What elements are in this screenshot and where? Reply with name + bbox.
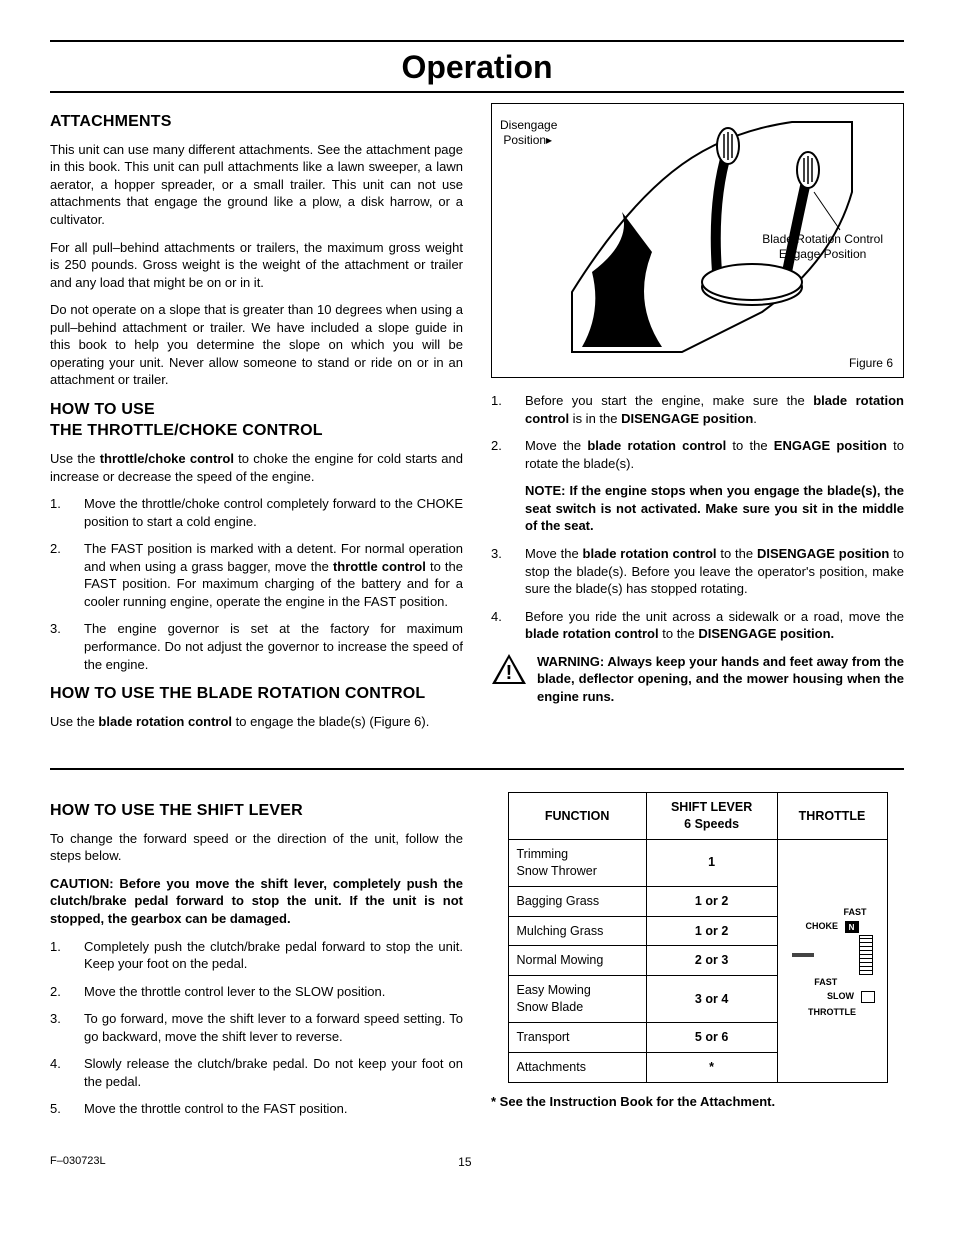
svg-text:!: ! [506, 662, 513, 684]
shift-steps: 1.Completely push the clutch/brake pedal… [50, 938, 463, 1118]
blade-step-3: 3.Move the blade rotation control to the… [491, 545, 904, 598]
th-shiftlever: SHIFT LEVER6 Speeds [646, 793, 777, 840]
throttle-steps: 1.Move the throttle/choke control comple… [50, 495, 463, 673]
cell-shiftlever: 5 or 6 [646, 1023, 777, 1053]
throttle-step: 1.Move the throttle/choke control comple… [50, 495, 463, 530]
cell-function: Easy MowingSnow Blade [508, 976, 646, 1023]
cell-shiftlever: 3 or 4 [646, 976, 777, 1023]
cell-shiftlever: * [646, 1052, 777, 1082]
lower-columns: HOW TO USE THE SHIFT LEVER To change the… [50, 792, 904, 1128]
th-throttle: THROTTLE [777, 793, 887, 840]
cell-function: Mulching Grass [508, 916, 646, 946]
shift-table: FUNCTION SHIFT LEVER6 Speeds THROTTLE Tr… [508, 792, 888, 1083]
title-rule-bottom [50, 91, 904, 93]
cell-function: Transport [508, 1023, 646, 1053]
shift-caution: CAUTION: Before you move the shift lever… [50, 875, 463, 928]
cell-function: Normal Mowing [508, 946, 646, 976]
blade-step-1: 1.Before you start the engine, make sure… [491, 392, 904, 427]
bs1-post: . [753, 411, 757, 426]
blade-heading: HOW TO USE THE BLADE ROTATION CONTROL [50, 683, 463, 705]
right-column: Disengage Position▸ [491, 103, 904, 740]
blade-intro-post: to engage the blade(s) (Figure 6). [232, 714, 429, 729]
cell-throttle: FAST CHOKE N FAST SLOW THROTTLE [777, 839, 887, 1082]
table-footnote: * See the Instruction Book for the Attac… [491, 1093, 904, 1111]
throttle-intro-pre: Use the [50, 451, 100, 466]
bs3-b2: DISENGAGE position [757, 546, 889, 561]
blade-steps: 1.Before you start the engine, make sure… [491, 392, 904, 472]
bs1-pre: Before you start the engine, make sure t… [525, 393, 813, 408]
figure-6-box: Disengage Position▸ [491, 103, 904, 378]
shift-heading: HOW TO USE THE SHIFT LEVER [50, 800, 463, 822]
cell-shiftlever: 1 or 2 [646, 886, 777, 916]
shift-step: 2.Move the throttle control lever to the… [50, 983, 463, 1001]
bs1-mid: is in the [569, 411, 621, 426]
bs3-mid: to the [717, 546, 757, 561]
throttle-heading-l2: THE THROTTLE/CHOKE CONTROL [50, 422, 323, 439]
cell-function: Attachments [508, 1052, 646, 1082]
throttle-step: 2.The FAST position is marked with a det… [50, 540, 463, 610]
bs2-b2: ENGAGE position [774, 438, 887, 453]
bs4-mid: to the [659, 626, 699, 641]
blade-steps-cont: 3.Move the blade rotation control to the… [491, 545, 904, 643]
cell-shiftlever: 2 or 3 [646, 946, 777, 976]
bs4-pre: Before you ride the unit across a sidewa… [525, 609, 904, 624]
attachments-heading: ATTACHMENTS [50, 111, 463, 133]
blade-intro: Use the blade rotation control to engage… [50, 713, 463, 731]
figure-caption: Figure 6 [849, 355, 893, 371]
throttle-step: 3.The engine governor is set at the fact… [50, 620, 463, 673]
footer-code: F–030723L [50, 1154, 106, 1170]
left-column: ATTACHMENTS This unit can use many diffe… [50, 103, 463, 740]
page-footer: F–030723L 15 [50, 1154, 904, 1170]
figure-engage-l1: Blade Rotation Control [762, 232, 883, 246]
figure-disengage-label: Disengage Position▸ [500, 118, 557, 147]
blade-step-4: 4.Before you ride the unit across a side… [491, 608, 904, 643]
bs2-b1: blade rotation control [587, 438, 726, 453]
section-divider [50, 768, 904, 770]
attachments-p2: For all pull–behind attachments or trail… [50, 239, 463, 292]
shift-step: 5.Move the throttle control to the FAST … [50, 1100, 463, 1118]
shift-intro: To change the forward speed or the direc… [50, 830, 463, 865]
bs3-b1: blade rotation control [583, 546, 717, 561]
blade-note: NOTE: If the engine stops when you engag… [525, 482, 904, 535]
shift-step: 3.To go forward, move the shift lever to… [50, 1010, 463, 1045]
figure-engage-l2: Engage Position [779, 247, 866, 261]
bs2-pre: Move the [525, 438, 587, 453]
throttle-heading: HOW TO USE THE THROTTLE/CHOKE CONTROL [50, 399, 463, 442]
table-row: TrimmingSnow Thrower1 FAST CHOKE N FAST … [508, 839, 887, 886]
bs4-b2: DISENGAGE position. [698, 626, 834, 641]
upper-columns: ATTACHMENTS This unit can use many diffe… [50, 103, 904, 740]
page-title: Operation [50, 46, 904, 89]
figure-engage-label: Blade Rotation Control Engage Position [762, 232, 883, 261]
shift-right-column: FUNCTION SHIFT LEVER6 Speeds THROTTLE Tr… [491, 792, 904, 1128]
attachments-p3: Do not operate on a slope that is greate… [50, 301, 463, 389]
throttle-heading-l1: HOW TO USE [50, 401, 155, 418]
blade-step-2: 2.Move the blade rotation control to the… [491, 437, 904, 472]
cell-function: TrimmingSnow Thrower [508, 839, 646, 886]
footer-page-number: 15 [106, 1154, 824, 1170]
bs2-mid: to the [726, 438, 774, 453]
title-rule-top [50, 40, 904, 42]
cell-shiftlever: 1 or 2 [646, 916, 777, 946]
shift-left-column: HOW TO USE THE SHIFT LEVER To change the… [50, 792, 463, 1128]
table-header-row: FUNCTION SHIFT LEVER6 Speeds THROTTLE [508, 793, 887, 840]
throttle-intro: Use the throttle/choke control to choke … [50, 450, 463, 485]
attachments-p1: This unit can use many different attachm… [50, 141, 463, 229]
warning-row: ! WARNING: Always keep your hands and fe… [491, 653, 904, 706]
shift-step: 4.Slowly release the clutch/brake pedal.… [50, 1055, 463, 1090]
shift-step: 1.Completely push the clutch/brake pedal… [50, 938, 463, 973]
bs4-b1: blade rotation control [525, 626, 659, 641]
blade-intro-pre: Use the [50, 714, 98, 729]
th-function: FUNCTION [508, 793, 646, 840]
warning-text: WARNING: Always keep your hands and feet… [537, 653, 904, 706]
figure-disengage-l1: Disengage [500, 118, 557, 132]
bs1-b2: DISENGAGE position [621, 411, 753, 426]
throttle-intro-bold: throttle/choke control [100, 451, 234, 466]
cell-shiftlever: 1 [646, 839, 777, 886]
bs3-pre: Move the [525, 546, 583, 561]
cell-function: Bagging Grass [508, 886, 646, 916]
blade-intro-bold: blade rotation control [98, 714, 232, 729]
figure-disengage-l2: Position [503, 133, 546, 147]
warning-icon: ! [491, 653, 527, 690]
